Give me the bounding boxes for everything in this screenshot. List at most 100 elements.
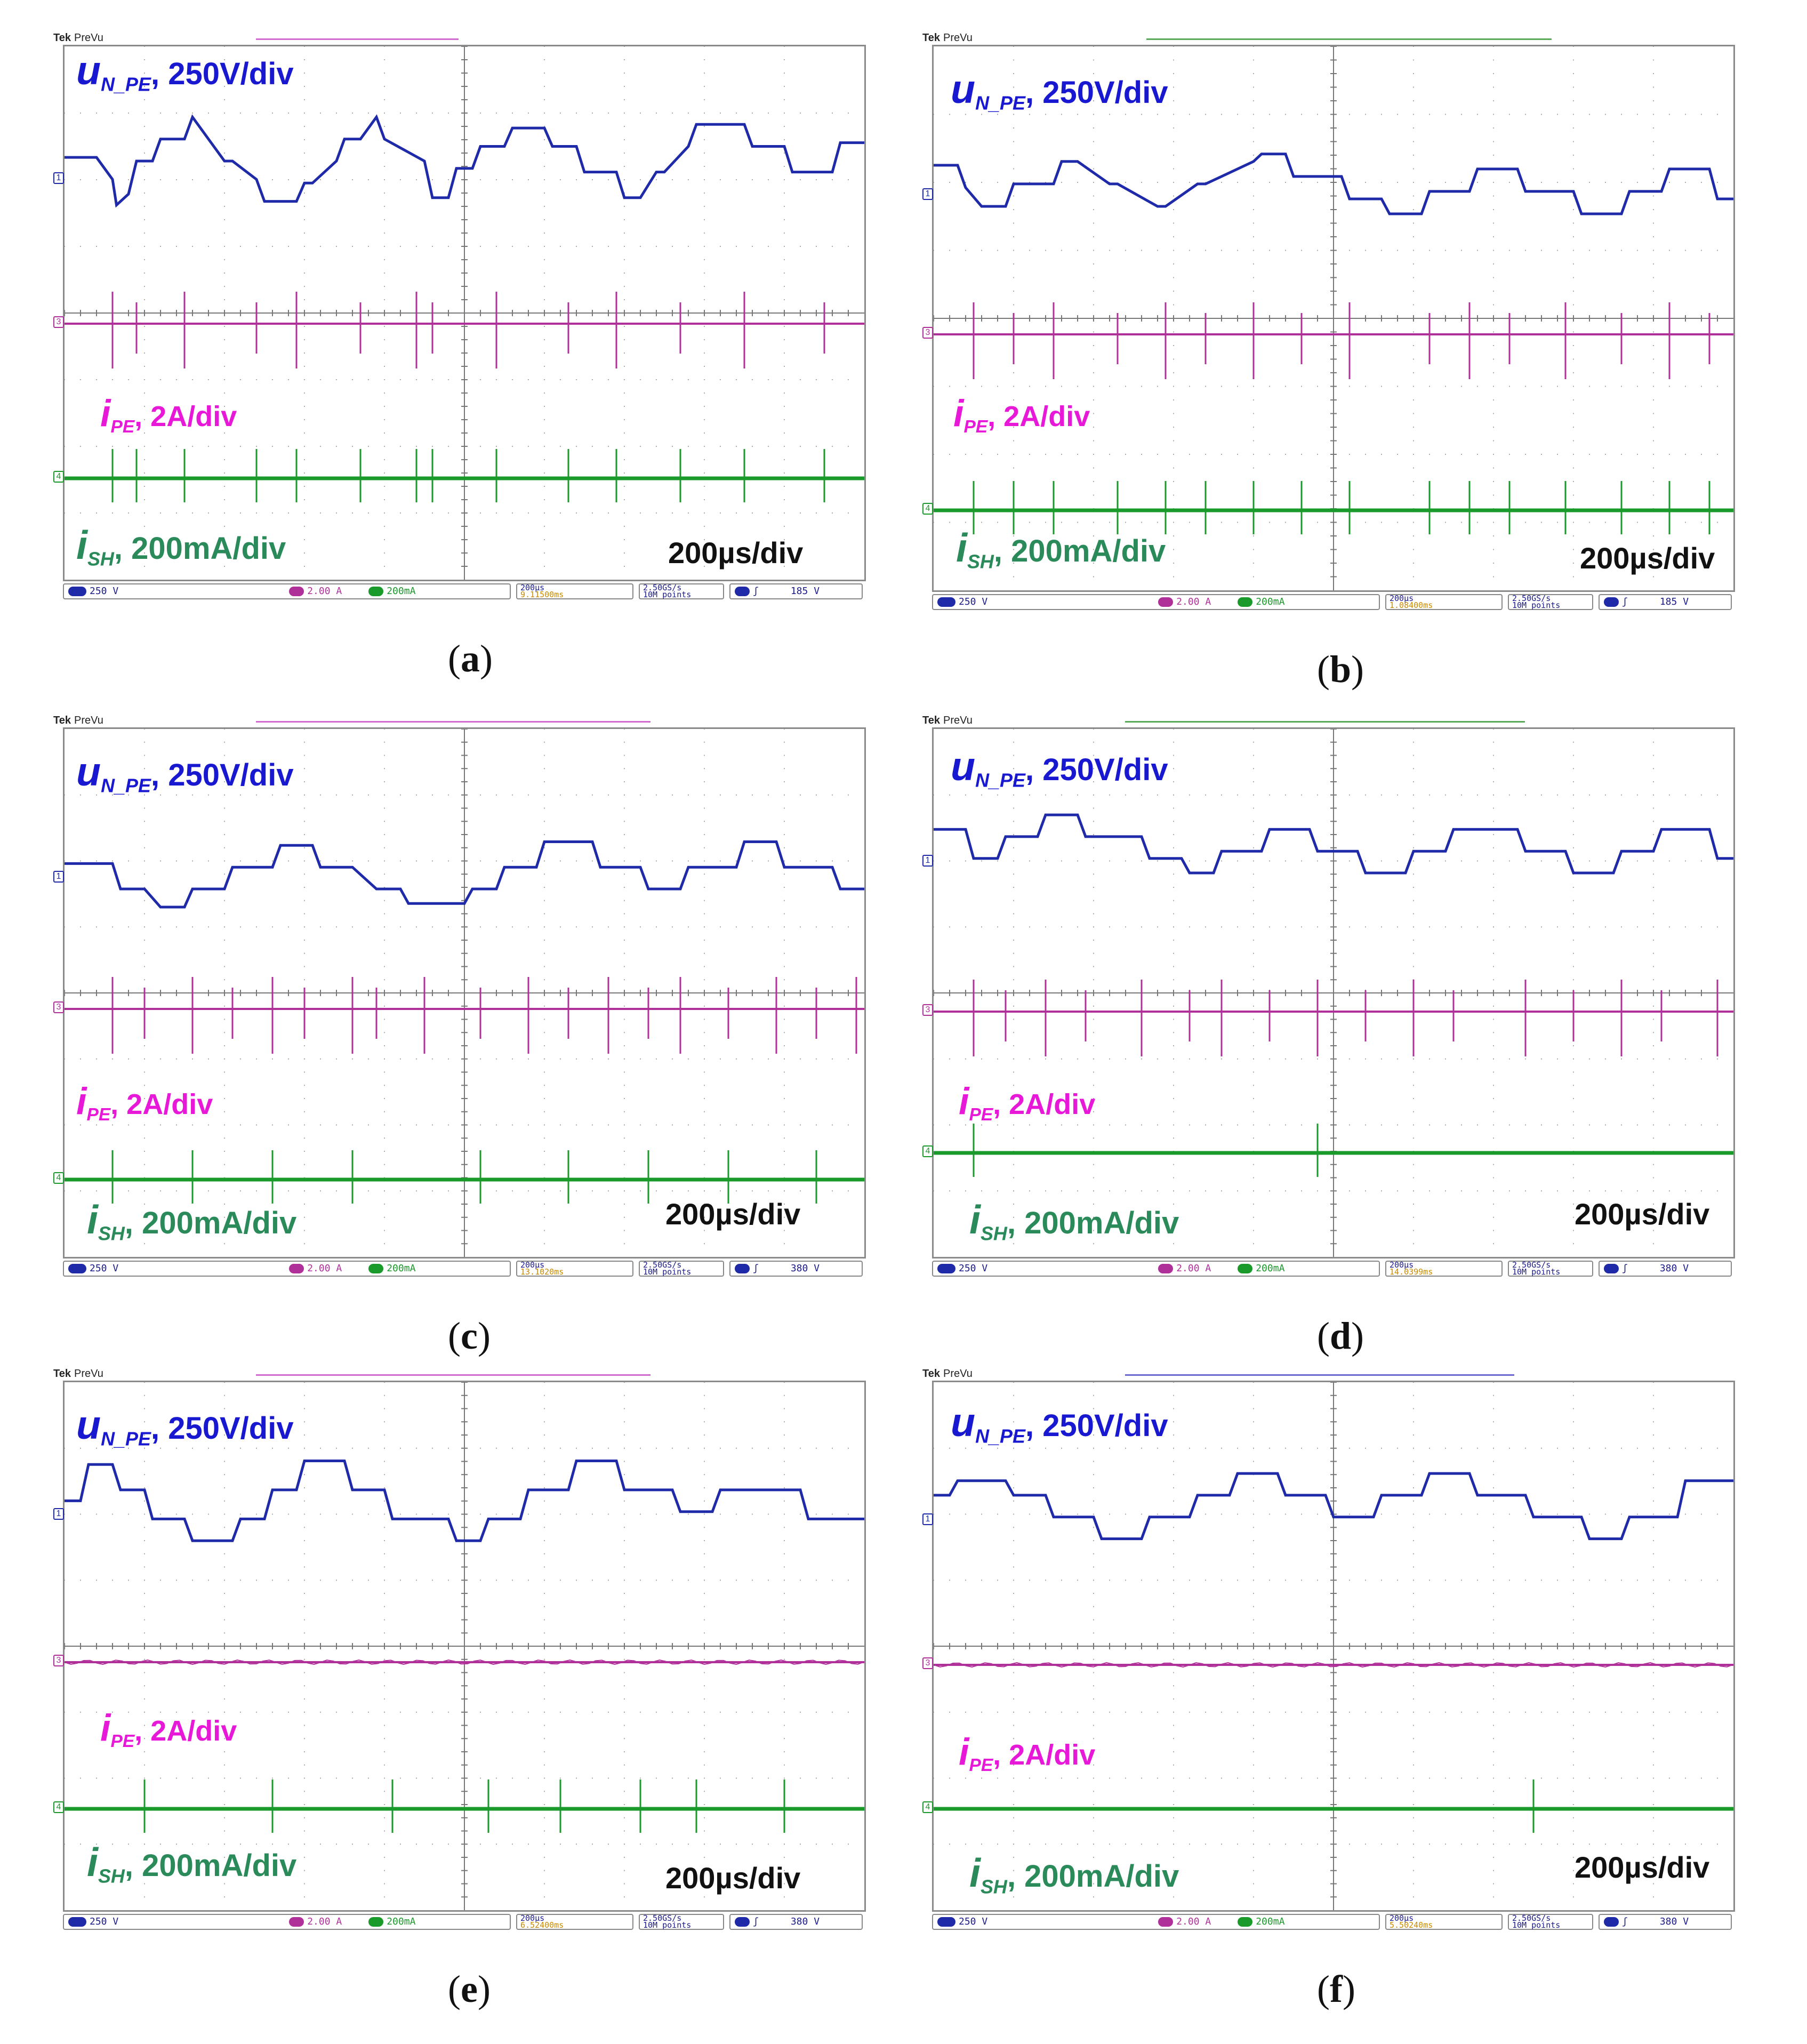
record-length: 10M points [643, 1920, 692, 1930]
channel-settings: 250 V 2.00 A 200mA [932, 1914, 1380, 1930]
label-ipe-symbol: i [959, 1730, 969, 1773]
caption-close-paren: ) [1342, 1968, 1355, 2010]
scope-mode: PreVu [943, 32, 973, 44]
timebase-setting: 200µs [1390, 1913, 1414, 1923]
label-u-npe-subscript: N_PE [975, 92, 1025, 114]
timebase-label: 200µs/div [1575, 1197, 1710, 1231]
label-ipe: iPE, 2A/div [959, 1079, 1095, 1125]
ch1-scale: 250 V [959, 596, 988, 607]
record-length: 10M points [1512, 1267, 1561, 1277]
waveform-display [63, 1381, 866, 1912]
trigger-delay: 5.50240ms [1390, 1920, 1433, 1930]
rising-edge-icon: ʃ [1622, 1916, 1628, 1927]
record-length: 10M points [1512, 1920, 1561, 1930]
label-u-npe-scale: , 250V/div [150, 1411, 294, 1446]
waveform-svg [934, 729, 1733, 1257]
caption-open-paren: ( [1317, 1314, 1330, 1357]
channel-1-marker: 1 [922, 1513, 933, 1525]
horizontal-settings: 200µs 13.1020ms [516, 1261, 633, 1277]
ch3-scale: 2.00 A [1176, 1916, 1211, 1927]
scope-header: Tek PreVu [922, 32, 973, 44]
ch3-scale: 2.00 A [307, 1263, 342, 1274]
channel-3-marker: 3 [53, 1001, 64, 1013]
trigger-settings: ʃ 380 V [1599, 1914, 1732, 1930]
trigger-position-bar [256, 721, 650, 723]
panel-caption: (d) [1317, 1314, 1364, 1358]
channel-1-marker: 1 [922, 855, 933, 867]
caption-open-paren: ( [448, 637, 461, 680]
label-ipe-subscript: PE [110, 1731, 135, 1751]
label-u-npe-subscript: N_PE [101, 73, 151, 95]
ipe-ripple [65, 1659, 864, 1665]
caption-close-paren: ) [477, 1968, 491, 2010]
label-u-npe-symbol: u [76, 1402, 101, 1447]
status-bar: 250 V 2.00 A 200mA 200µs 14.0399ms 2.50GS/s 10… [932, 1261, 1732, 1277]
ch4-scale: 200mA [1256, 1916, 1285, 1927]
label-ipe-scale: , 2A/div [993, 1088, 1096, 1120]
label-u-npe-symbol: u [951, 744, 976, 789]
scope-header: Tek PreVu [53, 1368, 103, 1380]
record-length: 10M points [643, 1267, 692, 1277]
sample-rate: 2.50GS/s [643, 583, 682, 592]
label-u-npe-subscript: N_PE [101, 1428, 151, 1450]
label-u-npe: uN_PE, 250V/div [76, 749, 294, 797]
trigger-settings: ʃ 380 V [729, 1261, 863, 1277]
ch4-scale: 200mA [387, 586, 416, 597]
label-u-npe-symbol: u [76, 48, 101, 93]
label-u-npe-scale: , 250V/div [1025, 1408, 1168, 1443]
trace-u-npe [934, 813, 1733, 875]
waveform-svg [65, 46, 864, 580]
label-ish-symbol: i [956, 525, 967, 570]
label-ipe-subscript: PE [969, 1755, 993, 1775]
timebase-setting: 200µs [1390, 1260, 1414, 1270]
scope-panel-a: Tek PreVu 1 3 4 uN_PE, 250V/div iPE, 2A/div iSH… [53, 32, 885, 680]
acquisition-settings: 2.50GS/s 10M points [639, 583, 724, 599]
trigger-position-bar [256, 38, 459, 40]
ipe-ripple [934, 1662, 1733, 1668]
channel-3-marker: 3 [922, 1657, 933, 1669]
timebase-setting: 200µs [1390, 594, 1414, 603]
label-ish: iSH, 200mA/div [87, 1197, 296, 1245]
scope-panel-f: Tek PreVu 1 3 4 uN_PE, 250V/div iPE, 2A/div iSH… [922, 1368, 1754, 2010]
trigger-position-bar [1125, 1374, 1514, 1376]
ch3-scale: 2.00 A [307, 1916, 342, 1927]
ch1-scale: 250 V [90, 1916, 119, 1927]
caption-open-paren: ( [448, 1314, 461, 1357]
label-u-npe-symbol: u [76, 749, 101, 794]
channel-4-marker: 4 [922, 1801, 933, 1813]
horizontal-settings: 200µs 1.08400ms [1385, 594, 1503, 610]
channel-settings: 250 V 2.00 A 200mA [63, 583, 511, 599]
waveform-display [932, 1381, 1735, 1912]
label-u-npe-scale: , 250V/div [150, 758, 294, 792]
trace-u-npe [65, 1460, 864, 1542]
label-ipe-scale: , 2A/div [110, 1088, 213, 1120]
scope-brand: Tek [53, 32, 71, 44]
trigger-level: 185 V [790, 586, 820, 597]
trigger-settings: ʃ 380 V [1599, 1261, 1732, 1277]
channel-settings: 250 V 2.00 A 200mA [63, 1261, 511, 1277]
label-u-npe-scale: , 250V/div [1025, 752, 1168, 787]
label-ish: iSH, 200mA/div [969, 1850, 1179, 1898]
label-u-npe-scale: , 250V/div [1025, 75, 1168, 110]
label-ipe: iPE, 2A/div [100, 391, 237, 437]
channel-4-marker: 4 [922, 503, 933, 515]
timebase-setting: 200µs [520, 1913, 545, 1923]
label-u-npe: uN_PE, 250V/div [76, 47, 294, 96]
sample-rate: 2.50GS/s [643, 1913, 682, 1923]
label-u-npe-symbol: u [951, 1400, 976, 1445]
label-ipe: iPE, 2A/div [959, 1730, 1095, 1776]
scope-panel-b: Tek PreVu 1 3 4 uN_PE, 250V/div iPE, 2A/div iSH… [922, 32, 1754, 691]
sample-rate: 2.50GS/s [1512, 1913, 1551, 1923]
timebase-label: 200µs/div [665, 1197, 801, 1231]
channel-3-marker: 3 [922, 327, 933, 339]
trigger-settings: ʃ 185 V [729, 583, 863, 599]
ch1-scale: 250 V [959, 1916, 988, 1927]
label-ipe-symbol: i [76, 1080, 87, 1122]
ch4-scale: 200mA [387, 1263, 416, 1274]
trigger-settings: ʃ 380 V [729, 1914, 863, 1930]
trigger-delay: 13.1020ms [520, 1267, 564, 1277]
waveform-svg [934, 1382, 1733, 1910]
label-ish-scale: , 200mA/div [124, 1206, 297, 1240]
label-ish-subscript: SH [87, 548, 114, 570]
panel-caption: (e) [448, 1967, 491, 2011]
